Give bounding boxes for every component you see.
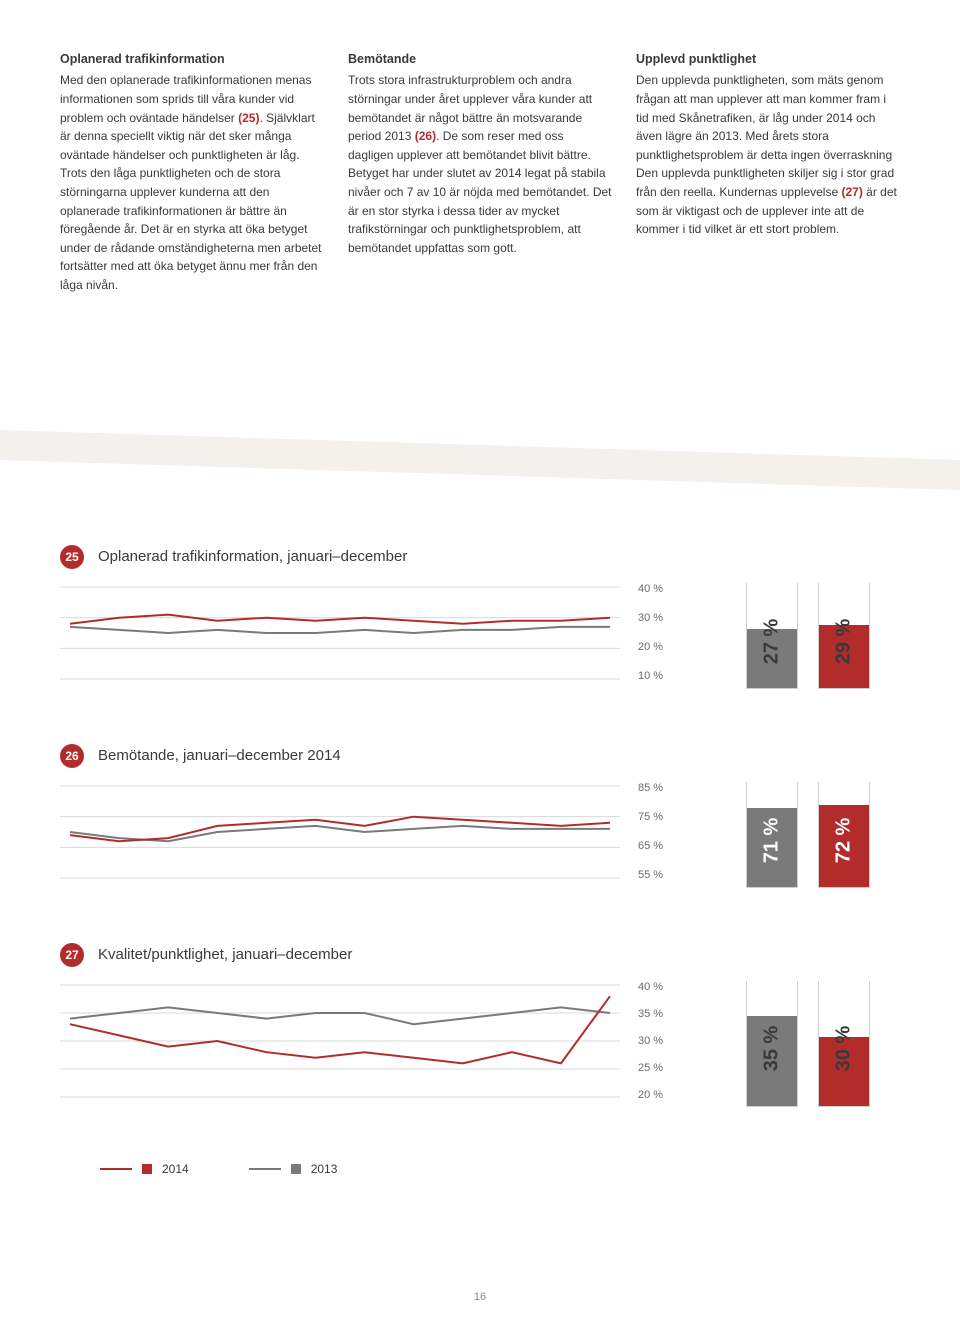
page-number: 16	[474, 1291, 486, 1303]
summary-bars: 35 % 30 %	[746, 981, 870, 1107]
y-tick-label: 30 %	[638, 612, 698, 624]
legend-line-icon	[100, 1168, 132, 1170]
legend-item: 2014	[100, 1162, 189, 1176]
y-tick-label: 40 %	[638, 583, 698, 595]
column-heading: Bemötande	[348, 50, 612, 69]
summary-bar: 30 %	[818, 981, 870, 1107]
charts-section: 25 Oplanerad trafikinformation, januari–d…	[60, 545, 900, 1107]
column-body: Den upplevda punktligheten, som mäts gen…	[636, 71, 900, 238]
column-heading: Oplanerad trafikinformation	[60, 50, 324, 69]
chart-badge: 26	[60, 744, 84, 768]
y-tick-label: 25 %	[638, 1062, 698, 1074]
summary-bar: 71 %	[746, 782, 798, 888]
chart-block: 27 Kvalitet/punktlighet, januari–december…	[60, 943, 900, 1107]
bar-label: 27 %	[761, 618, 784, 664]
chart-title: Bemötande, januari–december 2014	[98, 747, 341, 764]
legend-line-icon	[249, 1168, 281, 1170]
line-chart	[60, 981, 620, 1101]
legend-label: 2013	[311, 1162, 338, 1176]
summary-bar: 27 %	[746, 583, 798, 689]
summary-bars: 71 % 72 %	[746, 782, 870, 888]
summary-bars: 27 % 29 %	[746, 583, 870, 689]
legend-label: 2014	[162, 1162, 189, 1176]
reference-marker: (25)	[238, 111, 259, 125]
chart-badge: 27	[60, 943, 84, 967]
chart-block: 25 Oplanerad trafikinformation, januari–d…	[60, 545, 900, 689]
summary-bar: 35 %	[746, 981, 798, 1107]
bar-label: 30 %	[833, 1025, 856, 1071]
bar-label: 71 %	[761, 817, 784, 863]
summary-bar: 72 %	[818, 782, 870, 888]
chart-block: 26 Bemötande, januari–december 2014 85 % 7…	[60, 744, 900, 888]
bar-label: 72 %	[833, 817, 856, 863]
y-tick-label: 65 %	[638, 840, 698, 852]
legend: 2014 2013	[100, 1162, 900, 1176]
text-columns: Oplanerad trafikinformation Med den oplan…	[60, 50, 900, 295]
bar-label: 35 %	[761, 1025, 784, 1071]
bar-label: 29 %	[833, 618, 856, 664]
reference-marker: (27)	[841, 185, 862, 199]
legend-square-icon	[142, 1164, 152, 1174]
chart-title: Oplanerad trafikinformation, januari–dec…	[98, 548, 407, 565]
column-body: Med den oplanerade trafikinformationen m…	[60, 71, 324, 294]
y-tick-label: 35 %	[638, 1008, 698, 1020]
y-tick-label: 85 %	[638, 782, 698, 794]
text-column: Upplevd punktlighet Den upplevda punktlig…	[636, 50, 900, 295]
y-axis-labels: 40 % 30 % 20 % 10 %	[638, 583, 698, 683]
y-axis-labels: 40 % 35 % 30 % 25 % 20 %	[638, 981, 698, 1101]
text-column: Bemötande Trots stora infrastrukturproble…	[348, 50, 612, 295]
y-tick-label: 20 %	[638, 1089, 698, 1101]
summary-bar: 29 %	[818, 583, 870, 689]
y-tick-label: 10 %	[638, 670, 698, 682]
chart-badge: 25	[60, 545, 84, 569]
y-tick-label: 20 %	[638, 641, 698, 653]
column-body: Trots stora infrastrukturproblem och and…	[348, 71, 612, 257]
legend-item: 2013	[249, 1162, 338, 1176]
chart-title: Kvalitet/punktlighet, januari–december	[98, 946, 352, 963]
y-tick-label: 75 %	[638, 811, 698, 823]
y-tick-label: 55 %	[638, 869, 698, 881]
line-chart	[60, 782, 620, 882]
text-column: Oplanerad trafikinformation Med den oplan…	[60, 50, 324, 295]
y-tick-label: 40 %	[638, 981, 698, 993]
y-axis-labels: 85 % 75 % 65 % 55 %	[638, 782, 698, 882]
line-chart	[60, 583, 620, 683]
reference-marker: (26)	[415, 129, 436, 143]
y-tick-label: 30 %	[638, 1035, 698, 1047]
legend-square-icon	[291, 1164, 301, 1174]
column-heading: Upplevd punktlighet	[636, 50, 900, 69]
